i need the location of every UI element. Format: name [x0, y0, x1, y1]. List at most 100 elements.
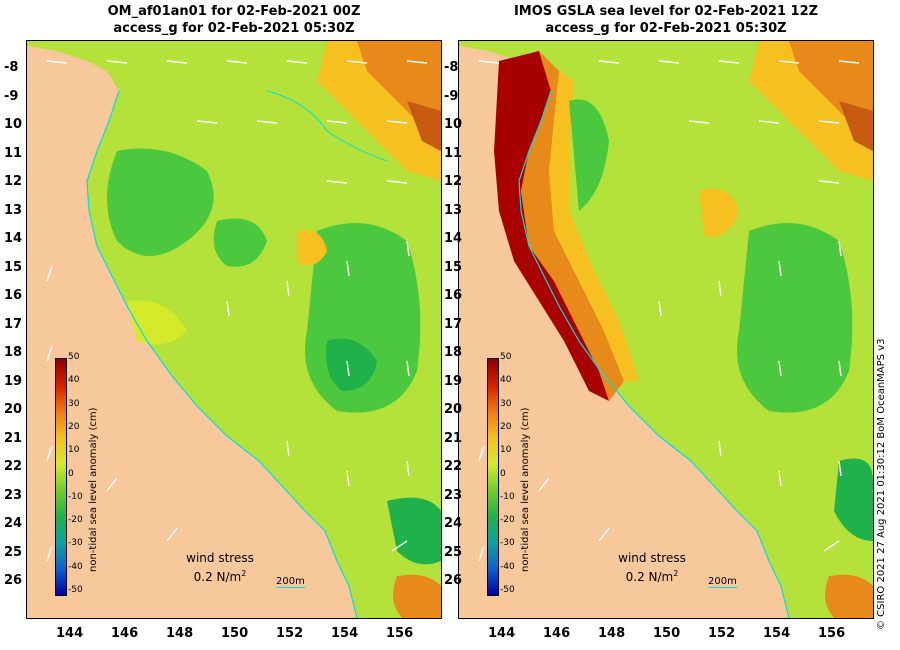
y-tick-label: 13	[4, 202, 23, 218]
colorbar-tick: 10	[500, 445, 512, 456]
right-wind-stress-legend: wind stress 0.2 N/m2	[607, 551, 697, 585]
left-title-line2: access_g for 02-Feb-2021 05:30Z	[113, 21, 355, 36]
y-tick-label: 10	[444, 117, 463, 132]
y-tick-label: 22	[4, 459, 23, 474]
x-tick-label: 150	[221, 626, 249, 641]
left-wind-stress-legend: wind stress 0.2 N/m2	[175, 551, 265, 585]
colorbar-tick: -10	[68, 491, 83, 502]
y-tick-label: 11	[4, 145, 23, 161]
y-tick-label: 26	[4, 573, 23, 588]
left-scale-bar: 200m	[276, 576, 305, 588]
y-tick-label: 24	[4, 516, 23, 531]
x-tick-label: 146	[543, 626, 571, 641]
wind-stress-label: wind stress	[618, 551, 686, 565]
colorbar-tick: -30	[68, 538, 83, 549]
y-tick-label: 20	[4, 402, 23, 417]
y-tick-label: 17	[444, 316, 463, 332]
y-tick-label: 25	[444, 544, 463, 560]
x-tick-label: 144	[488, 626, 516, 641]
colorbar-tick: 50	[500, 352, 512, 362]
y-tick-label: 21	[4, 430, 23, 446]
y-tick-label: 12	[444, 174, 463, 189]
wind-arrows	[46, 60, 428, 562]
y-tick-label: 25	[4, 544, 23, 560]
colorbar-tick: 10	[68, 445, 80, 456]
colorbar-tick: 0	[500, 468, 506, 479]
colorbar-tick: -40	[68, 561, 83, 572]
wind-stress-unit-exp: 2	[241, 569, 247, 578]
x-tick-label: 150	[653, 626, 681, 641]
y-tick-label: 23	[444, 487, 463, 503]
right-title-line2: access_g for 02-Feb-2021 05:30Z	[545, 21, 787, 36]
wind-stress-value: 0.2 N/m	[193, 570, 242, 584]
y-tick-label: 14	[444, 231, 463, 246]
y-tick-label: -9	[4, 88, 19, 104]
x-tick-label: 146	[111, 626, 139, 641]
y-tick-label: 12	[4, 174, 23, 189]
y-tick-label: 16	[444, 288, 463, 303]
credit-text: © CSIRO 2021 27 Aug 2021 01:30:12 BoM Oc…	[876, 338, 887, 631]
y-tick-label: 21	[444, 430, 463, 446]
colorbar-tick: 20	[500, 421, 512, 432]
right-panel-title: IMOS GSLA sea level for 02-Feb-2021 12Z …	[458, 3, 874, 37]
left-colorbar-label: non-tidal sea level anomaly (cm)	[88, 407, 99, 572]
wind-arrows	[478, 60, 860, 562]
left-map-panel	[26, 40, 442, 619]
right-title-line1: IMOS GSLA sea level for 02-Feb-2021 12Z	[513, 4, 819, 19]
y-tick-label: 13	[444, 202, 463, 218]
colorbar-tick: -50	[68, 585, 83, 595]
colorbar-tick: 0	[68, 468, 74, 479]
right-colorbar	[487, 358, 499, 596]
y-tick-label: 14	[4, 231, 23, 246]
y-tick-label: 17	[4, 316, 23, 332]
y-tick-label: 11	[444, 145, 463, 161]
y-tick-label: -8	[4, 60, 19, 75]
colorbar-tick: 50	[68, 352, 80, 362]
left-colorbar	[55, 358, 67, 596]
colorbar-tick: -50	[500, 585, 515, 595]
x-tick-label: 154	[331, 626, 359, 641]
y-tick-label: 24	[444, 516, 463, 531]
left-map	[27, 41, 441, 618]
x-tick-label: 148	[166, 626, 194, 641]
y-tick-label: 22	[444, 459, 463, 474]
colorbar-tick: 30	[68, 398, 80, 409]
y-tick-label: 15	[444, 259, 463, 275]
x-tick-label: 154	[763, 626, 791, 641]
left-panel-title: OM_af01an01 for 02-Feb-2021 00Z access_g…	[26, 3, 442, 37]
colorbar-tick: -40	[500, 561, 515, 572]
wind-stress-value: 0.2 N/m	[625, 570, 674, 584]
colorbar-tick: 30	[500, 398, 512, 409]
y-tick-label: 20	[444, 402, 463, 417]
colorbar-tick: 40	[68, 375, 80, 386]
y-tick-label: 16	[4, 288, 23, 303]
x-tick-label: 144	[56, 626, 84, 641]
y-tick-label: 10	[4, 117, 23, 132]
x-tick-label: 156	[818, 626, 846, 641]
y-tick-label: -8	[444, 60, 459, 75]
x-tick-label: 152	[708, 626, 736, 641]
right-colorbar-label: non-tidal sea level anomaly (cm)	[520, 407, 531, 572]
y-tick-label: 18	[4, 345, 23, 360]
y-tick-label: 19	[444, 373, 463, 389]
x-tick-label: 148	[598, 626, 626, 641]
y-tick-label: 26	[444, 573, 463, 588]
colorbar-tick: -20	[68, 515, 83, 526]
y-tick-label: 18	[444, 345, 463, 360]
right-map	[459, 41, 873, 618]
wind-stress-label: wind stress	[186, 551, 254, 565]
x-tick-label: 152	[276, 626, 304, 641]
colorbar-tick: -20	[500, 515, 515, 526]
wind-stress-unit-exp: 2	[673, 569, 679, 578]
colorbar-tick: -30	[500, 538, 515, 549]
colorbar-tick: 20	[68, 421, 80, 432]
right-scale-bar: 200m	[708, 576, 737, 588]
left-title-line1: OM_af01an01 for 02-Feb-2021 00Z	[107, 4, 361, 19]
y-tick-label: 23	[4, 487, 23, 503]
colorbar-tick: 40	[500, 375, 512, 386]
high-anomaly-band	[494, 51, 609, 401]
y-tick-label: -9	[444, 88, 459, 104]
colorbar-tick: -10	[500, 491, 515, 502]
right-map-panel	[458, 40, 874, 619]
y-tick-label: 15	[4, 259, 23, 275]
